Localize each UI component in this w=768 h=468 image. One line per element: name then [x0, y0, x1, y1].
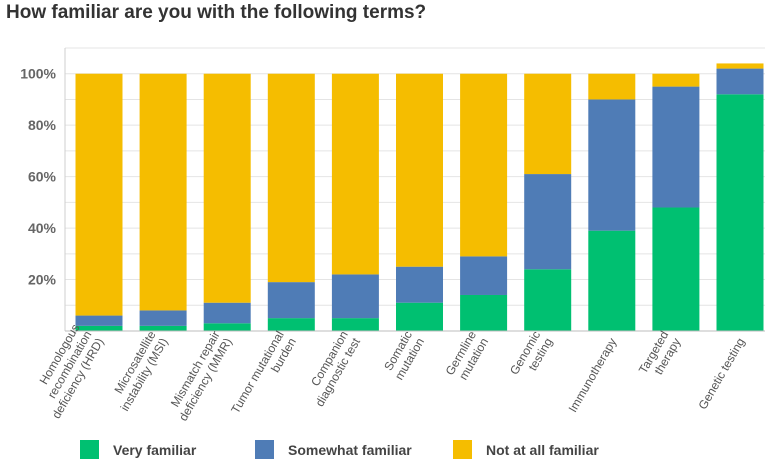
bar-segment-very-familiar: [139, 325, 187, 331]
bar-segment-very-familiar: [267, 318, 315, 331]
axes: [64, 48, 765, 332]
legend-label-very-familiar: Very familiar: [113, 441, 197, 458]
bar-segment-somewhat-familiar: [716, 68, 764, 95]
x-tick-label: Mismatch repairdeficiency (MMR): [164, 329, 235, 424]
bar-segment-not-at-all-familiar: [139, 73, 187, 311]
y-tick-label: 80%: [28, 117, 57, 133]
bar-segment-very-familiar: [460, 294, 508, 331]
y-tick-label: 20%: [28, 272, 57, 288]
bar-segment-somewhat-familiar: [588, 99, 636, 231]
bar-segment-very-familiar: [652, 207, 700, 331]
x-tick-label: Germlinemutation: [443, 328, 492, 384]
y-tick-label: 60%: [28, 169, 57, 185]
bar-segment-not-at-all-familiar: [716, 63, 764, 69]
legend-swatch-somewhat-familiar: [255, 440, 274, 459]
bar-segment-somewhat-familiar: [524, 174, 572, 270]
bar-segment-very-familiar: [331, 318, 379, 331]
bar-segment-somewhat-familiar: [396, 266, 443, 303]
x-tick-label: Somaticmutation: [380, 329, 427, 383]
y-axis-tick-labels: 20% 40% 60% 80% 100%: [20, 66, 56, 288]
legend: Very familiar Somewhat familiar Not at a…: [0, 440, 768, 466]
x-tick-label: Genomictesting: [507, 329, 555, 385]
bar-segment-somewhat-familiar: [331, 274, 379, 319]
bar-segment-somewhat-familiar: [652, 86, 700, 208]
bar-segment-very-familiar: [524, 269, 572, 331]
bar-segment-not-at-all-familiar: [652, 73, 700, 87]
y-tick-label: 40%: [28, 220, 57, 236]
legend-item-not-at-all-familiar: Not at all familiar: [453, 440, 599, 459]
legend-item-somewhat-familiar: Somewhat familiar: [255, 440, 412, 459]
bar-segment-not-at-all-familiar: [460, 73, 508, 257]
x-tick-label: Microsatelliteinstability (MSI): [105, 328, 170, 413]
y-tick-label: 100%: [20, 66, 56, 82]
chart-title: How familiar are you with the following …: [6, 2, 427, 23]
x-tick-label: Targetedtherapy: [636, 329, 684, 383]
stacked-bar-chart: 20% 40% 60% 80% 100% Homologousrecombination…: [20, 47, 765, 424]
bar-segment-not-at-all-familiar: [267, 73, 315, 283]
bar-segment-not-at-all-familiar: [524, 73, 572, 175]
x-tick-label: Immunotherapy: [566, 336, 620, 415]
x-tick-label: Genetic testing: [695, 336, 747, 412]
bar-segment-not-at-all-familiar: [331, 73, 379, 275]
bar-segment-not-at-all-familiar: [588, 73, 636, 100]
bar-segment-somewhat-familiar: [267, 282, 315, 319]
legend-label-somewhat-familiar: Somewhat familiar: [288, 441, 412, 458]
bar-segment-very-familiar: [716, 94, 764, 332]
x-tick-label: Tumor mutationalburden: [228, 329, 299, 423]
bars: [75, 63, 764, 332]
bar-segment-somewhat-familiar: [139, 310, 187, 326]
bar-segment-not-at-all-familiar: [75, 73, 123, 316]
bar-segment-very-familiar: [75, 325, 123, 331]
x-axis-tick-labels: Homologousrecombinationdeficiency (HRD) M…: [25, 321, 748, 424]
bar-segment-not-at-all-familiar: [203, 73, 251, 303]
legend-swatch-very-familiar: [80, 440, 99, 459]
bar-segment-somewhat-familiar: [203, 302, 251, 324]
bar-segment-somewhat-familiar: [75, 315, 123, 326]
bar-segment-very-familiar: [203, 323, 251, 331]
x-tick-label: Homologousrecombinationdeficiency (HRD): [25, 321, 107, 421]
bar-segment-very-familiar: [396, 302, 443, 331]
bar-segment-not-at-all-familiar: [396, 73, 443, 267]
x-tick-label: Companiondiagnostic test: [300, 328, 363, 409]
bar-segment-very-familiar: [588, 230, 636, 331]
legend-label-not-at-all-familiar: Not at all familiar: [486, 441, 599, 458]
bar-segment-somewhat-familiar: [460, 256, 508, 295]
legend-swatch-not-at-all-familiar: [453, 440, 472, 459]
legend-item-very-familiar: Very familiar: [80, 440, 196, 459]
